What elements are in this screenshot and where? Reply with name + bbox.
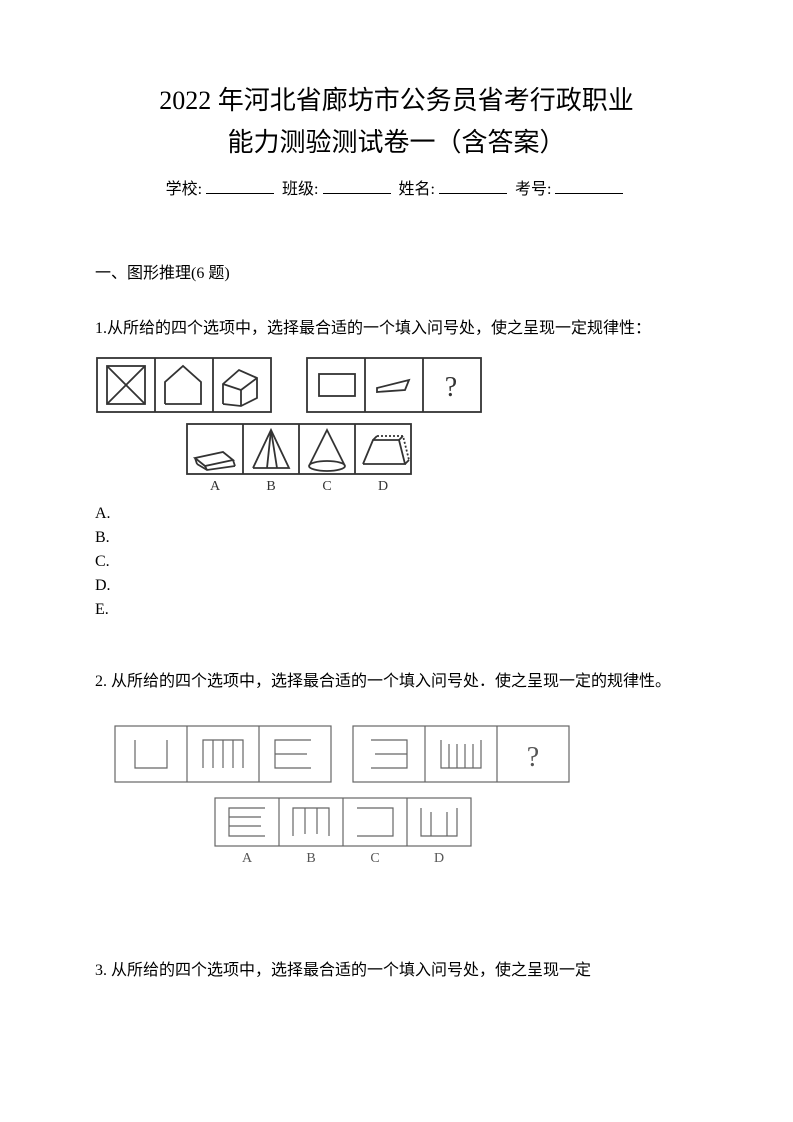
- name-label: 姓名:: [399, 181, 435, 198]
- examno-label: 考号:: [515, 181, 551, 198]
- question-1-options: A. B. C. D. E.: [95, 502, 698, 622]
- name-blank: [439, 178, 507, 194]
- option-b: B.: [95, 526, 698, 550]
- svg-text:A: A: [210, 479, 221, 494]
- svg-text:B: B: [266, 479, 275, 494]
- svg-text:?: ?: [445, 372, 457, 403]
- svg-text:A: A: [242, 851, 253, 866]
- examno-blank: [555, 178, 623, 194]
- question-2-text: 2. 从所给的四个选项中，选择最合适的一个填入问号处．使之呈现一定的规律性。: [95, 664, 698, 699]
- svg-text:D: D: [378, 479, 388, 494]
- school-label: 学校:: [166, 181, 202, 198]
- school-blank: [206, 178, 274, 194]
- question-1-text: 1.从所给的四个选项中，选择最合适的一个填入问号处，使之呈现一定规律性：: [95, 311, 698, 346]
- svg-text:?: ?: [527, 742, 539, 773]
- class-label: 班级:: [282, 181, 318, 198]
- title-line-1: 2022 年河北省廊坊市公务员省考行政职业: [159, 86, 634, 115]
- svg-text:B: B: [306, 851, 315, 866]
- section-1-header: 一、图形推理(6 题): [95, 259, 698, 283]
- svg-text:C: C: [370, 851, 379, 866]
- question-1-figure: ? A: [95, 356, 698, 496]
- question-2-figure: ? A B C D: [95, 718, 698, 868]
- question-3-text: 3. 从所给的四个选项中，选择最合适的一个填入问号处，使之呈现一定: [95, 953, 698, 988]
- title-line-2: 能力测验测试卷一（含答案）: [227, 128, 565, 157]
- class-blank: [323, 178, 391, 194]
- option-d: D.: [95, 574, 698, 598]
- option-c: C.: [95, 550, 698, 574]
- option-e: E.: [95, 598, 698, 622]
- student-info-line: 学校: 班级: 姓名: 考号:: [95, 175, 698, 199]
- option-a: A.: [95, 502, 698, 526]
- document-title: 2022 年河北省廊坊市公务员省考行政职业 能力测验测试卷一（含答案）: [95, 80, 698, 163]
- svg-text:D: D: [434, 851, 444, 866]
- svg-text:C: C: [322, 479, 331, 494]
